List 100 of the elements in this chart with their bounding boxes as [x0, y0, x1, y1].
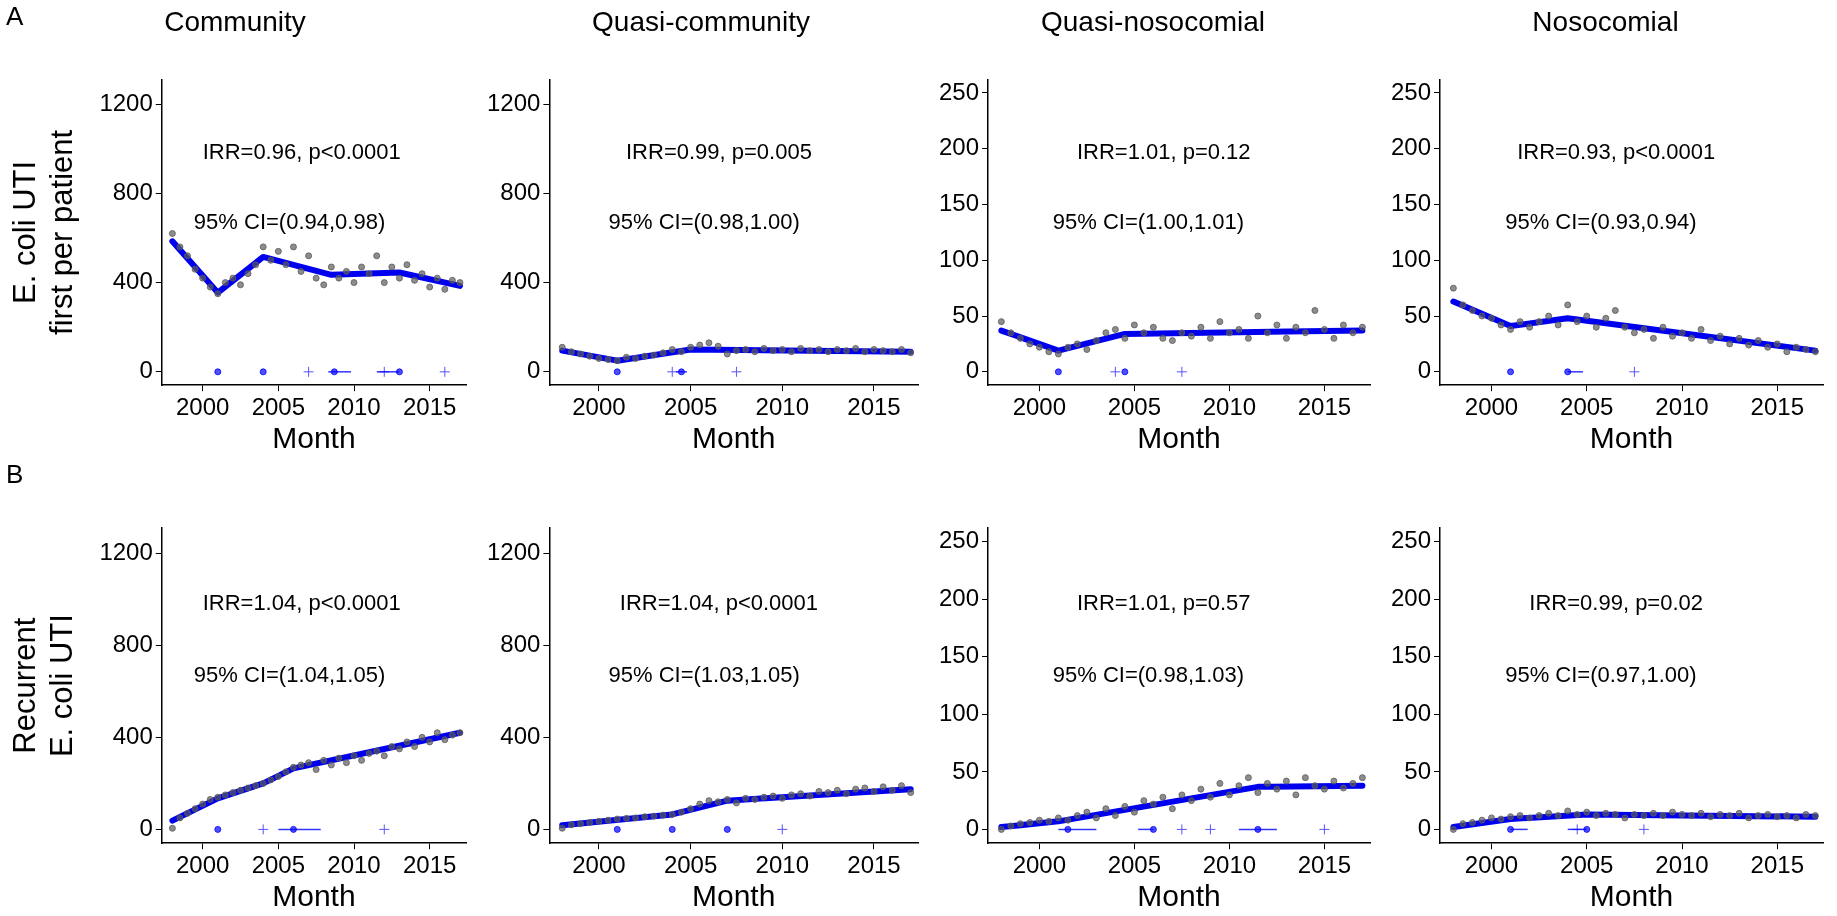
- point: [358, 756, 366, 764]
- point: [650, 812, 658, 820]
- point: [1216, 779, 1224, 787]
- point: [274, 772, 282, 780]
- point: [312, 766, 320, 774]
- point: [229, 274, 237, 282]
- y-tick-label: 250: [939, 77, 980, 105]
- point: [1311, 782, 1319, 790]
- point: [870, 346, 878, 354]
- point: [1535, 318, 1543, 326]
- annotation: IRR=1.04, p<0.0001: [619, 589, 819, 615]
- point: [879, 347, 887, 355]
- point: [335, 274, 343, 282]
- point: [312, 274, 320, 282]
- x-tick-label: 2015: [847, 393, 901, 421]
- annotation: 95% CI=(0.98,1.00): [608, 209, 800, 235]
- point: [769, 347, 777, 355]
- point: [191, 805, 199, 813]
- x-axis-title: Month: [692, 879, 776, 913]
- point: [236, 786, 244, 794]
- annotation: 95% CI=(0.98,1.03): [1052, 662, 1245, 688]
- point: [577, 820, 585, 828]
- point: [776, 823, 788, 835]
- point: [1630, 329, 1638, 337]
- y-tick-label: 150: [939, 641, 980, 669]
- point: [1349, 779, 1357, 787]
- x-tick-label: 2015: [1297, 851, 1352, 879]
- annotation: 95% CI=(0.93,0.94): [1505, 209, 1697, 235]
- y-tick-label: 400: [500, 267, 541, 295]
- point: [448, 731, 456, 739]
- annotation: 95% CI=(0.97,1.00): [1505, 662, 1697, 688]
- point: [659, 349, 667, 357]
- point: [411, 743, 419, 751]
- point: [342, 759, 350, 767]
- point: [622, 353, 630, 361]
- point: [1802, 346, 1810, 354]
- point: [723, 350, 731, 358]
- point: [1320, 325, 1328, 333]
- x-tick-label: 2015: [1750, 851, 1804, 879]
- annotation: IRR=0.99, p=0.005: [625, 139, 812, 165]
- point: [778, 346, 786, 354]
- point: [787, 348, 795, 356]
- y-tick-label: 200: [939, 133, 980, 161]
- point: [696, 800, 704, 808]
- point: [769, 792, 777, 800]
- point: [456, 729, 464, 737]
- x-tick-label: 2010: [327, 851, 381, 879]
- point: [861, 784, 869, 792]
- point: [632, 814, 640, 822]
- point: [282, 768, 290, 776]
- y-tick-label: 0: [1417, 814, 1432, 842]
- chart-title: Community: [164, 5, 306, 37]
- point: [641, 352, 649, 360]
- point: [650, 351, 658, 359]
- point: [751, 348, 759, 356]
- point: [1526, 323, 1534, 331]
- point: [1235, 782, 1243, 790]
- point: [1678, 329, 1686, 337]
- point: [1206, 793, 1214, 801]
- annotation: IRR=1.01, p=0.12: [1076, 139, 1251, 165]
- point: [1811, 348, 1819, 356]
- point: [289, 763, 297, 771]
- y-tick-label: 400: [112, 721, 153, 749]
- point: [267, 256, 275, 264]
- point: [1592, 323, 1600, 331]
- point: [806, 347, 814, 355]
- point: [1735, 334, 1743, 342]
- point: [350, 279, 358, 287]
- point: [898, 346, 905, 354]
- x-axis-title: Month: [1589, 421, 1674, 455]
- annotation: 95% CI=(1.00,1.01): [1052, 209, 1245, 235]
- y-tick-label: 800: [500, 177, 541, 205]
- point: [1668, 332, 1676, 340]
- point: [214, 793, 222, 801]
- point: [1225, 791, 1233, 799]
- point: [696, 341, 704, 349]
- x-tick-label: 2015: [402, 393, 457, 421]
- point: [1468, 306, 1476, 314]
- point: [842, 790, 850, 798]
- point: [1035, 343, 1043, 351]
- annotation: IRR=1.04, p<0.0001: [202, 589, 401, 615]
- y-tick-label: 400: [500, 721, 541, 749]
- point: [274, 247, 282, 255]
- point: [244, 270, 252, 278]
- point: [677, 808, 685, 816]
- point: [1109, 366, 1121, 378]
- point: [1054, 368, 1062, 376]
- point: [1320, 785, 1328, 793]
- point: [888, 348, 896, 356]
- point: [1659, 323, 1667, 331]
- point: [613, 357, 621, 365]
- point: [1045, 348, 1053, 356]
- x-tick-label: 2000: [1012, 393, 1067, 421]
- y-tick-label: 100: [939, 244, 980, 272]
- x-tick-label: 2000: [572, 393, 626, 421]
- point: [229, 789, 237, 797]
- point: [1026, 340, 1034, 348]
- point: [426, 738, 434, 746]
- point: [806, 792, 814, 800]
- point: [1573, 318, 1581, 326]
